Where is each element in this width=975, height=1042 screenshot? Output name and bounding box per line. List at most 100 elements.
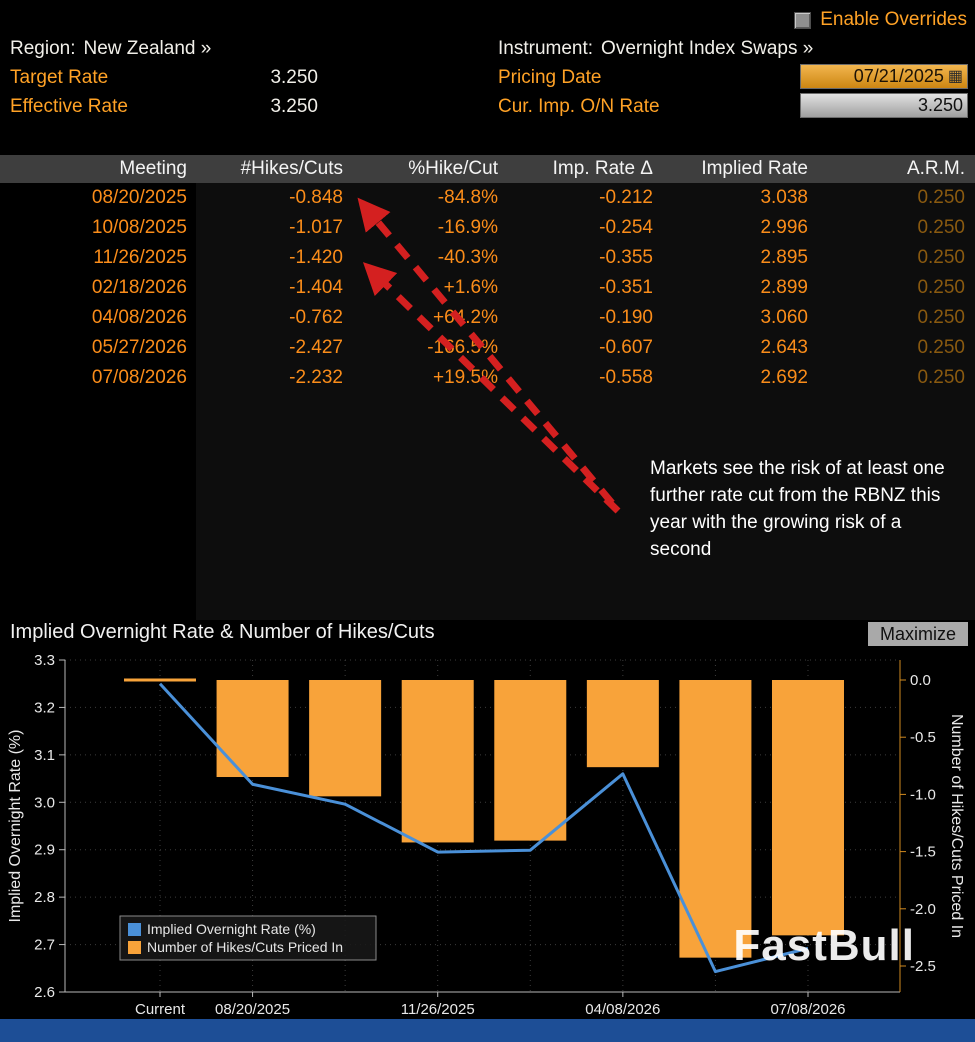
svg-text:07/08/2026: 07/08/2026 <box>770 1001 845 1018</box>
svg-text:3.0: 3.0 <box>34 794 55 811</box>
svg-text:0.0: 0.0 <box>910 672 931 689</box>
column-header-pct-hike-cut[interactable]: %Hike/Cut <box>408 158 498 179</box>
footer-bar <box>0 1019 975 1042</box>
svg-text:11/26/2025: 11/26/2025 <box>401 1001 475 1018</box>
calendar-icon[interactable]: ▦ <box>947 68 963 85</box>
table-header: Meeting #Hikes/Cuts %Hike/Cut Imp. Rate Δ Im… <box>0 155 975 183</box>
cell-imp-rate-delta: -0.254 <box>599 217 653 238</box>
region-value[interactable]: New Zealand » <box>83 38 212 59</box>
cell-pct-hike-cut: -84.8% <box>437 187 498 208</box>
cell-meeting: 05/27/2026 <box>91 337 187 358</box>
column-header-hikes-cuts[interactable]: #Hikes/Cuts <box>240 158 343 179</box>
svg-text:-0.5: -0.5 <box>910 729 936 746</box>
cell-hikes-cuts: -1.404 <box>289 277 343 298</box>
pricing-date-input[interactable]: 07/21/2025 ▦ <box>800 64 968 89</box>
right-axis-title: Number of Hikes/Cuts Priced In <box>948 714 965 938</box>
instrument-value[interactable]: Overnight Index Swaps » <box>601 38 814 59</box>
cell-implied-rate: 2.899 <box>760 277 808 298</box>
column-header-meeting[interactable]: Meeting <box>119 158 187 179</box>
pricing-date-value: 07/21/2025 <box>853 66 944 86</box>
cell-arm: 0.250 <box>917 337 965 358</box>
svg-text:08/20/2025: 08/20/2025 <box>215 1001 290 1018</box>
svg-text:-2.0: -2.0 <box>910 901 936 918</box>
cell-hikes-cuts: -2.427 <box>289 337 343 358</box>
cell-implied-rate: 2.643 <box>760 337 808 358</box>
cell-hikes-cuts: -1.420 <box>289 247 343 268</box>
table-row[interactable]: 07/08/2026 -2.232 +19.5% -0.558 2.692 0.250 <box>0 363 975 393</box>
svg-text:3.3: 3.3 <box>34 652 55 669</box>
table-row[interactable]: 08/20/2025 -0.848 -84.8% -0.212 3.038 0.250 <box>0 183 975 213</box>
column-header-implied-rate[interactable]: Implied Rate <box>701 158 808 179</box>
cell-pct-hike-cut: +64.2% <box>433 307 498 328</box>
region-selector[interactable]: Region: New Zealand » <box>10 38 211 60</box>
svg-text:Current: Current <box>135 1001 186 1018</box>
svg-text:-1.5: -1.5 <box>910 844 936 861</box>
hikes-cuts-bar <box>494 680 567 841</box>
svg-text:-1.0: -1.0 <box>910 786 936 803</box>
cell-arm: 0.250 <box>917 187 965 208</box>
cell-arm: 0.250 <box>917 277 965 298</box>
svg-text:2.7: 2.7 <box>34 937 55 954</box>
table-row[interactable]: 10/08/2025 -1.017 -16.9% -0.254 2.996 0.250 <box>0 213 975 243</box>
cell-implied-rate: 3.060 <box>760 307 808 328</box>
cell-pct-hike-cut: -40.3% <box>437 247 498 268</box>
watermark: FastBull <box>733 921 915 970</box>
instrument-label: Instrument: <box>498 38 594 59</box>
table-row[interactable]: 11/26/2025 -1.420 -40.3% -0.355 2.895 0.250 <box>0 243 975 273</box>
instrument-selector[interactable]: Instrument: Overnight Index Swaps » <box>498 38 813 60</box>
cell-hikes-cuts: -1.017 <box>289 217 343 238</box>
target-rate-label: Target Rate <box>10 67 109 88</box>
target-rate-value: 3.250 <box>270 67 318 88</box>
legend-swatch-line <box>128 923 141 936</box>
legend-label-line: Implied Overnight Rate (%) <box>147 921 316 937</box>
cur-imp-on-rate-value: 3.250 <box>917 95 963 115</box>
enable-overrides-checkbox[interactable] <box>794 11 812 29</box>
implied-rate-line <box>158 682 809 974</box>
enable-overrides[interactable]: Enable Overrides <box>794 9 967 31</box>
cell-imp-rate-delta: -0.607 <box>599 337 653 358</box>
cell-meeting: 08/20/2025 <box>91 187 187 208</box>
table-row[interactable]: 05/27/2026 -2.427 -166.5% -0.607 2.643 0.250 <box>0 333 975 363</box>
cell-hikes-cuts: -0.762 <box>289 307 343 328</box>
hikes-cuts-bar <box>309 680 382 797</box>
annotation-text: Markets see the risk of at least one fur… <box>650 458 945 560</box>
cell-hikes-cuts: -0.848 <box>289 187 343 208</box>
table-row[interactable]: 02/18/2026 -1.404 +1.6% -0.351 2.899 0.250 <box>0 273 975 303</box>
enable-overrides-label: Enable Overrides <box>820 9 967 30</box>
legend-swatch-bar <box>128 941 141 954</box>
cell-implied-rate: 3.038 <box>760 187 808 208</box>
column-header-arm[interactable]: A.R.M. <box>906 158 965 179</box>
column-header-imp-rate-delta[interactable]: Imp. Rate Δ <box>552 158 653 179</box>
cell-meeting: 04/08/2026 <box>91 307 187 328</box>
cell-meeting: 07/08/2026 <box>91 367 187 388</box>
cell-pct-hike-cut: -166.5% <box>427 337 498 358</box>
cell-arm: 0.250 <box>917 307 965 328</box>
cell-pct-hike-cut: -16.9% <box>437 217 498 238</box>
effective-rate-value: 3.250 <box>270 96 318 117</box>
cur-imp-on-rate-field[interactable]: 3.250 <box>800 93 968 118</box>
cell-meeting: 10/08/2025 <box>91 217 187 238</box>
hikes-cuts-bar <box>586 680 659 768</box>
cell-arm: 0.250 <box>917 247 965 268</box>
cell-arm: 0.250 <box>917 367 965 388</box>
chart-titlebar: Implied Overnight Rate & Number of Hikes… <box>0 620 975 648</box>
hikes-cuts-bar <box>401 680 474 843</box>
hikes-cuts-bar <box>771 680 844 936</box>
svg-text:3.1: 3.1 <box>34 747 55 764</box>
cell-imp-rate-delta: -0.351 <box>599 277 653 298</box>
rates-chart: 3.3 3.2 3.1 3.0 2.9 2.8 2.7 2.6 0.0 -0.5 -1.0 -1.5 -… <box>7 652 965 1018</box>
maximize-button[interactable]: Maximize <box>868 622 968 646</box>
hikes-cuts-bar <box>679 680 752 958</box>
cell-arm: 0.250 <box>917 217 965 238</box>
svg-text:-2.5: -2.5 <box>910 958 936 975</box>
cell-meeting: 02/18/2026 <box>91 277 187 298</box>
cell-hikes-cuts: -2.232 <box>289 367 343 388</box>
table-row[interactable]: 04/08/2026 -0.762 +64.2% -0.190 3.060 0.250 <box>0 303 975 333</box>
cur-imp-on-rate-label: Cur. Imp. O/N Rate <box>498 96 660 117</box>
left-axis-title: Implied Overnight Rate (%) <box>7 730 24 923</box>
pricing-date-label: Pricing Date <box>498 67 602 88</box>
table-body: 08/20/2025 -0.848 -84.8% -0.212 3.038 0.250 10… <box>0 183 975 393</box>
hikes-cuts-bar <box>216 680 289 778</box>
cell-pct-hike-cut: +1.6% <box>443 277 498 298</box>
